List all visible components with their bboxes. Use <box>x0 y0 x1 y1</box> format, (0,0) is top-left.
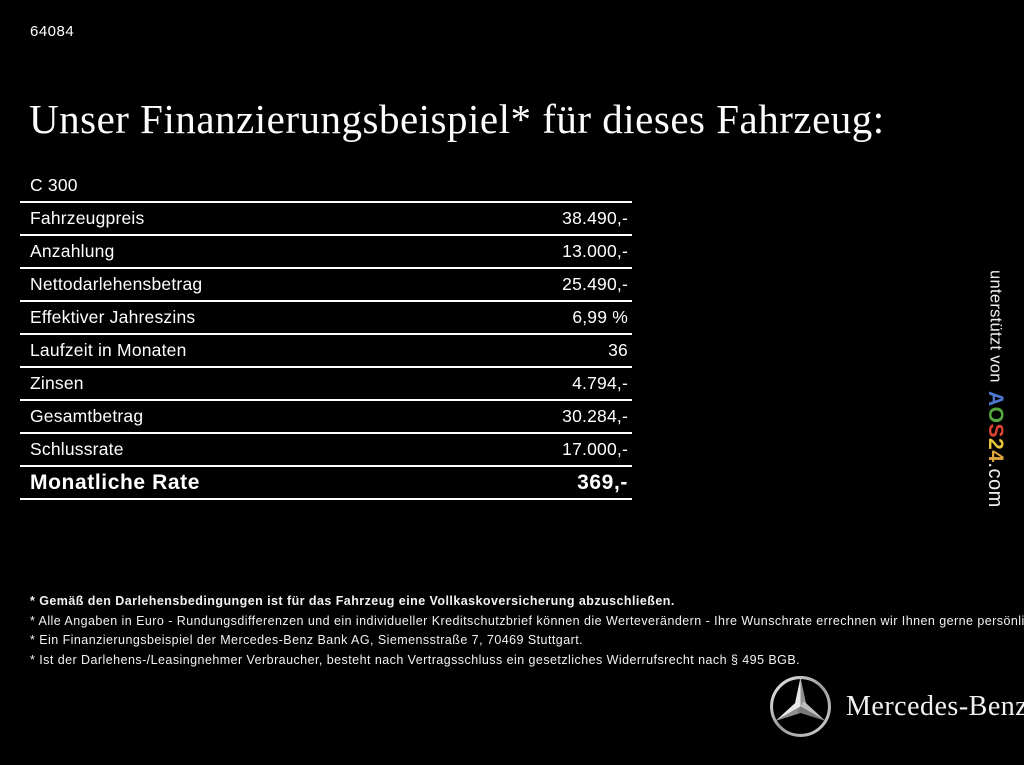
mercedes-benz-wordmark: Mercedes-Benz <box>846 690 1024 722</box>
reference-number: 64084 <box>30 23 75 40</box>
row-value: 13.000,- <box>562 241 628 261</box>
footnote-line: * Ist der Darlehens-/Leasingnehmer Verbr… <box>30 652 801 667</box>
brand-footer: Mercedes-Benz <box>768 674 1024 739</box>
table-row: Fahrzeugpreis 38.490,- <box>20 203 632 236</box>
table-row: Anzahlung 13.000,- <box>20 236 632 269</box>
aos24-letter: O <box>984 406 1007 424</box>
table-row: Effektiver Jahreszins 6,99 % <box>20 302 632 335</box>
table-row: Laufzeit in Monaten 36 <box>20 335 632 368</box>
finance-table: C 300 Fahrzeugpreis 38.490,- Anzahlung 1… <box>20 170 632 500</box>
row-label: Laufzeit in Monaten <box>30 340 187 360</box>
table-row: Schlussrate 17.000,- <box>20 434 632 467</box>
row-label: Anzahlung <box>30 241 115 261</box>
row-value: 38.490,- <box>562 208 628 228</box>
table-row: Zinsen 4.794,- <box>20 368 632 401</box>
footnotes: * Gemäß den Darlehensbedingungen ist für… <box>30 592 1024 670</box>
row-value: 17.000,- <box>562 439 628 459</box>
row-value: 25.490,- <box>562 274 628 294</box>
table-row-monthly-rate: Monatliche Rate 369,- <box>20 467 632 500</box>
row-value: 36 <box>608 340 628 360</box>
aos24-letter: S <box>984 423 1007 438</box>
aos24-logo-text: AOS24.com <box>983 391 1007 508</box>
row-label: Fahrzeugpreis <box>30 208 145 228</box>
table-row: Nettodarlehensbetrag 25.490,- <box>20 269 632 302</box>
supporter-watermark: unterstützt von AOS24.com <box>983 270 1007 570</box>
table-row-model: C 300 <box>20 170 632 203</box>
row-value: 6,99 % <box>572 307 628 327</box>
aos24-letter: 4 <box>984 449 1007 463</box>
row-label: Monatliche Rate <box>30 470 201 494</box>
row-value: 369,- <box>577 470 628 494</box>
aos24-letter: 2 <box>984 437 1007 450</box>
row-label: Schlussrate <box>30 439 124 459</box>
aos24-domain-suffix: .com <box>984 462 1006 508</box>
row-label: Nettodarlehensbetrag <box>30 274 203 294</box>
page-title: Unser Finanzierungsbeispiel* für dieses … <box>29 96 885 143</box>
supporter-prefix-text: unterstützt von <box>986 270 1005 383</box>
footnote-line: * Alle Angaben in Euro - Rundungsdiffere… <box>30 613 1024 628</box>
row-label: Zinsen <box>30 373 84 393</box>
aos24-letter: A <box>984 390 1007 407</box>
footnote-line: * Gemäß den Darlehensbedingungen ist für… <box>30 594 675 608</box>
row-label: Effektiver Jahreszins <box>30 307 196 327</box>
row-value: 4.794,- <box>572 373 628 393</box>
mercedes-star-icon <box>770 676 831 737</box>
row-label: Gesamtbetrag <box>30 406 144 426</box>
row-value: 30.284,- <box>562 406 628 426</box>
table-row: Gesamtbetrag 30.284,- <box>20 401 632 434</box>
footnote-line: * Ein Finanzierungsbeispiel der Mercedes… <box>30 633 584 648</box>
model-name: C 300 <box>30 175 78 195</box>
